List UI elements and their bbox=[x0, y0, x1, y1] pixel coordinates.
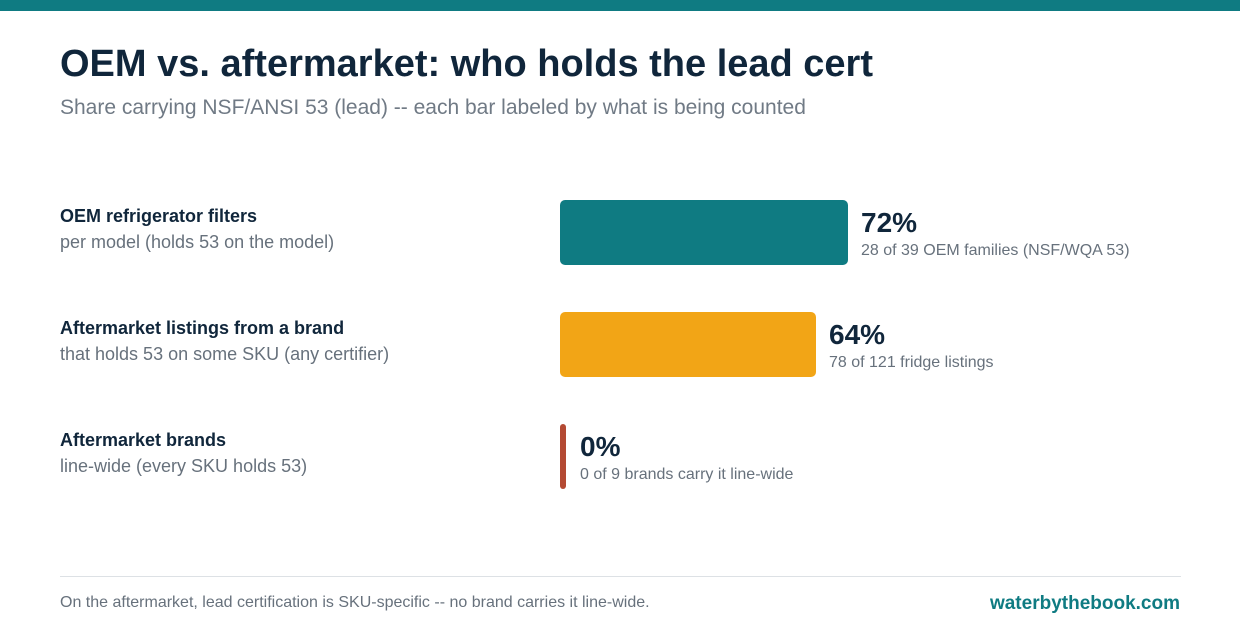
bar bbox=[560, 312, 816, 377]
category-label: Aftermarket listings from a brand bbox=[60, 318, 345, 338]
footer-divider bbox=[60, 576, 1181, 577]
category-sublabel: that holds 53 on some SKU (any certifier… bbox=[60, 344, 390, 364]
category-label: OEM refrigerator filters bbox=[60, 206, 258, 226]
top-accent-band bbox=[0, 0, 1240, 11]
chart-title: OEM vs. aftermarket: who holds the lead … bbox=[60, 43, 873, 85]
value-note: 0 of 9 brands carry it line-wide bbox=[580, 466, 794, 483]
footer-note: On the aftermarket, lead certification i… bbox=[60, 594, 650, 611]
category-sublabel: line-wide (every SKU holds 53) bbox=[60, 456, 308, 476]
bar bbox=[560, 200, 848, 265]
value-note: 28 of 39 OEM families (NSF/WQA 53) bbox=[861, 242, 1130, 259]
category-label: Aftermarket brands bbox=[60, 430, 227, 450]
bar bbox=[560, 424, 566, 489]
chart-row: Aftermarket listings from a brand that ho… bbox=[0, 312, 1240, 378]
category-sublabel: per model (holds 53 on the model) bbox=[60, 232, 335, 252]
value-note: 78 of 121 fridge listings bbox=[829, 354, 994, 371]
chart-row: OEM refrigerator filters per model (holds… bbox=[0, 200, 1240, 266]
value-label: 72% bbox=[861, 207, 918, 238]
chart-subtitle: Share carrying NSF/ANSI 53 (lead) -- eac… bbox=[60, 96, 806, 119]
site-brand: waterbythebook.com bbox=[989, 593, 1180, 614]
value-label: 64% bbox=[829, 319, 886, 350]
chart-row: Aftermarket brands line-wide (every SKU h… bbox=[0, 424, 1240, 490]
value-label: 0% bbox=[580, 431, 621, 462]
